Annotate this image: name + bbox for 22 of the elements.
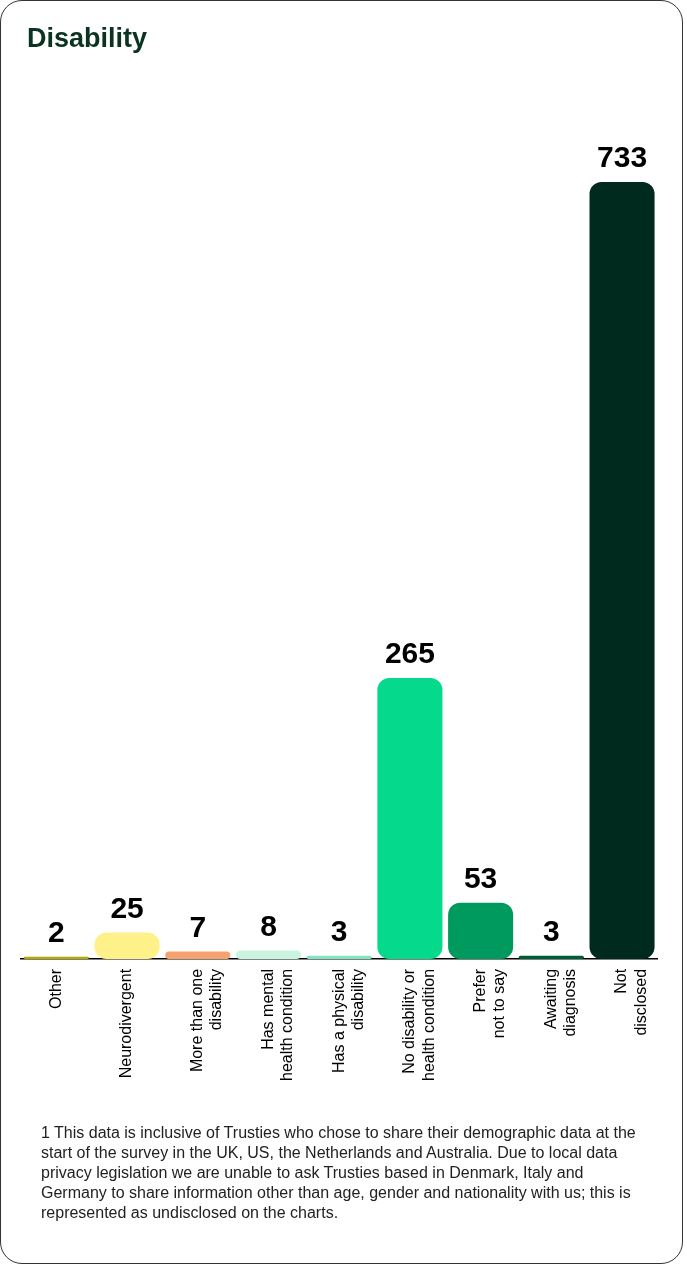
- bar: [589, 182, 655, 959]
- data-label: 8: [260, 908, 277, 942]
- data-label: 53: [463, 861, 498, 895]
- data-label: 25: [110, 890, 144, 924]
- data-label: 3: [542, 914, 560, 947]
- x-tick-label: Other: [46, 968, 64, 1009]
- bar: [306, 955, 372, 959]
- x-tick-label: Neurodivergent: [117, 968, 135, 1079]
- bar: [165, 951, 231, 959]
- x-tick-label: More than one disability: [188, 968, 225, 1073]
- bar: [23, 956, 89, 959]
- data-label: 733: [597, 140, 648, 174]
- data-label: 3: [330, 914, 348, 947]
- data-label: 2: [48, 915, 65, 949]
- data-label: 265: [384, 636, 435, 670]
- bar: [448, 902, 514, 959]
- data-label: 7: [189, 909, 207, 943]
- bar: [235, 950, 302, 959]
- bar: [377, 678, 443, 959]
- chart-title: Disability: [27, 23, 148, 54]
- text: 1 This data is inclusive of Trusties who chose to share their demographic data at the start of the survey in the UK, US, the Netherlands and Australia. Due to local data privacy legislation we are unable to ask Trusties based in Denmark, Italy and Germany to share information other than age, gender and nationality with us; this is represented as undisclosed on the charts.: [41, 1123, 637, 1223]
- bar: [518, 955, 584, 959]
